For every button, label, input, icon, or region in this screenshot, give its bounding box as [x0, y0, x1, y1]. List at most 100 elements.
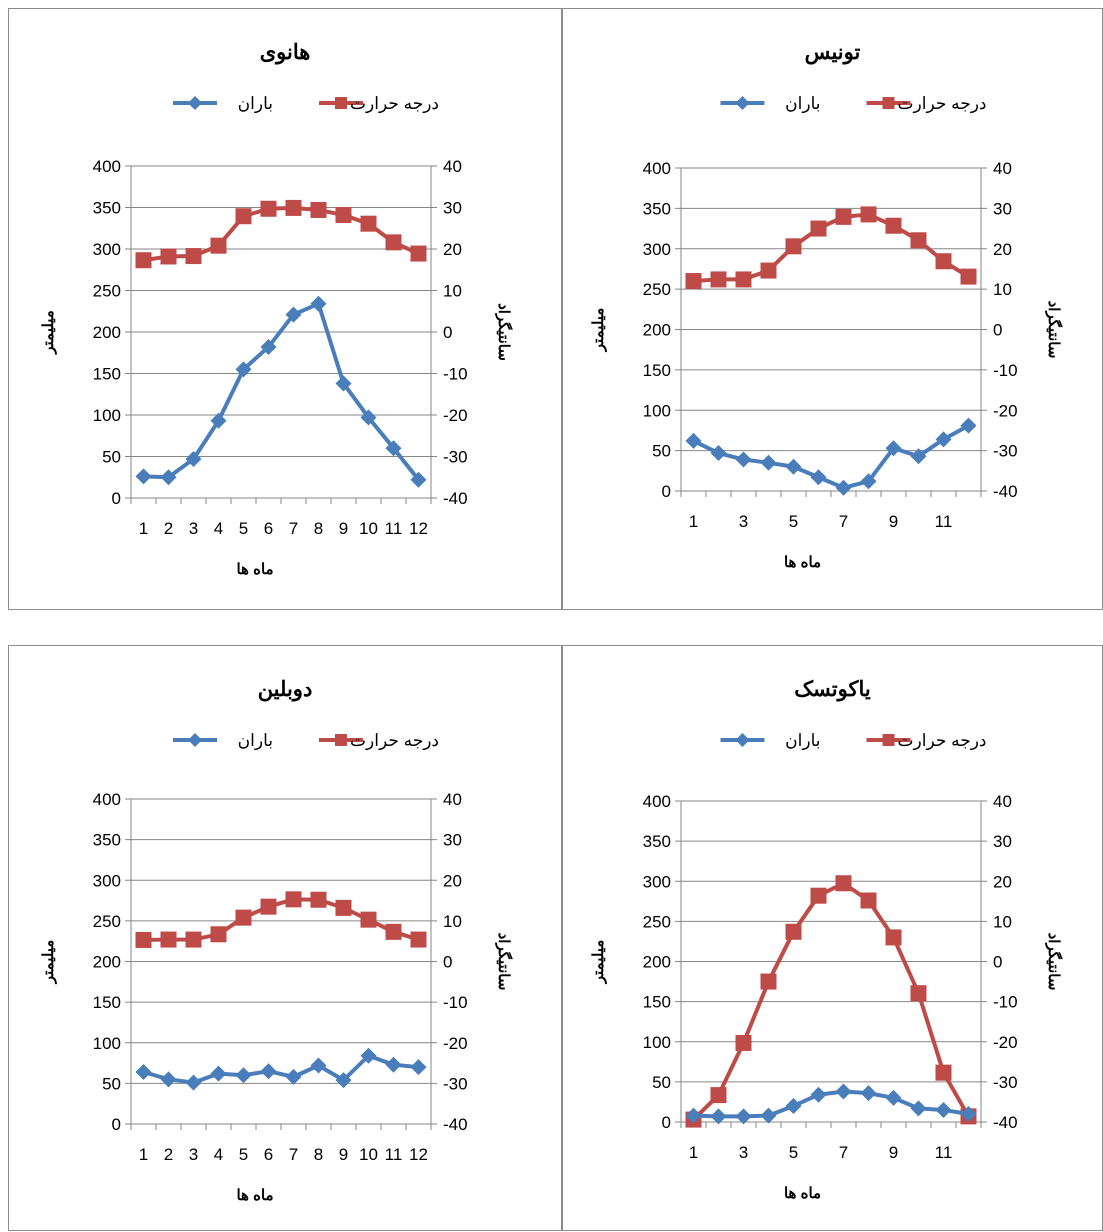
chart-title: دوبلین — [258, 678, 313, 702]
temp-point — [710, 1087, 727, 1104]
temp-point — [785, 923, 802, 940]
chart-panel-hanoi: هانوی درجه حرارت باران 400 40 350 30 300 20 250 10… — [8, 8, 562, 610]
rain-point — [360, 1047, 377, 1064]
temp-point — [185, 931, 202, 948]
y-tick-label: 250 — [643, 280, 671, 299]
temp-point — [260, 200, 277, 217]
x-tick-label: 1 — [139, 519, 148, 538]
y-tick-label: 0 — [112, 489, 121, 508]
y-tick-label: 250 — [93, 282, 121, 301]
temp-point — [335, 206, 352, 223]
rain-point — [235, 1067, 252, 1084]
temp-point — [735, 1034, 752, 1051]
x-tick-label: 1 — [689, 512, 698, 531]
legend-temp-label: درجه حرارت — [898, 94, 987, 114]
temp-point — [310, 201, 327, 218]
rain-point — [885, 440, 902, 457]
x-tick-label: 3 — [739, 512, 748, 531]
temp-point — [235, 208, 252, 225]
temp-point — [360, 911, 377, 928]
temp-series-line — [693, 212, 970, 284]
legend-rain-label: باران — [785, 731, 820, 751]
y-tick-label: 350 — [93, 199, 121, 218]
rain-point — [960, 417, 977, 434]
x-tick-label: 3 — [189, 1145, 198, 1164]
rain-point — [185, 1074, 202, 1091]
legend-rain-label: باران — [785, 94, 820, 114]
chart-panel-tunis: تونیس درجه حرارت باران 400 40 350 30 300 20 250 10… — [562, 8, 1103, 610]
temp-point — [735, 271, 752, 288]
y-tick-label: 100 — [643, 1033, 671, 1052]
x-tick-label: 2 — [164, 1145, 173, 1164]
y-tick-label: 150 — [643, 993, 671, 1012]
temp-point — [885, 217, 902, 234]
y2-tick-label: -10 — [443, 993, 468, 1012]
rain-point — [735, 1108, 752, 1125]
y-axis-title: میلیمتر — [590, 308, 607, 353]
x-tick-label: 11 — [935, 1143, 953, 1162]
rain-point — [710, 445, 727, 462]
legend-temp-label: درجه حرارت — [350, 731, 439, 751]
temp-point — [135, 931, 152, 948]
legend-rain-marker — [188, 733, 202, 747]
rain-point — [835, 479, 852, 496]
y-axis-title: میلیمتر — [40, 310, 57, 355]
y-tick-label: 200 — [93, 323, 121, 342]
temp-point — [335, 899, 352, 916]
y-tick-label: 100 — [93, 1034, 121, 1053]
rain-point — [785, 1097, 802, 1114]
y-tick-label: 300 — [643, 872, 671, 891]
rain-point — [810, 469, 827, 486]
legend-rain-marker — [188, 96, 202, 110]
x-tick-label: 5 — [239, 519, 248, 538]
x-tick-label: 5 — [239, 1145, 248, 1164]
rain-point — [685, 432, 702, 449]
y2-tick-label: 20 — [993, 240, 1012, 259]
x-tick-label: 6 — [264, 1145, 273, 1164]
y-tick-label: 400 — [93, 157, 121, 176]
rain-point — [785, 458, 802, 475]
y2-tick-label: 20 — [443, 240, 462, 259]
rain-point — [410, 471, 427, 488]
y2-tick-label: 10 — [443, 282, 462, 301]
x-tick-label: 12 — [409, 519, 428, 538]
temp-point — [910, 232, 927, 249]
y-tick-label: 300 — [643, 240, 671, 259]
y-tick-label: 350 — [643, 832, 671, 851]
rain-point — [835, 1083, 852, 1100]
temp-point — [285, 891, 302, 908]
y2-tick-label: 40 — [443, 790, 462, 809]
x-tick-label: 7 — [839, 512, 848, 531]
rain-series-line — [693, 1089, 969, 1119]
legend-rain-marker — [735, 733, 750, 747]
temp-point — [135, 252, 152, 269]
y2-axis-title: سانتیگراد — [1045, 301, 1063, 359]
legend-temp-marker — [335, 97, 347, 109]
y2-tick-label: -10 — [993, 993, 1018, 1012]
rain-point — [210, 412, 227, 429]
y2-tick-label: -20 — [993, 1033, 1018, 1052]
x-tick-label: 4 — [214, 1145, 223, 1164]
legend-rain-marker — [735, 96, 750, 110]
chart-title: تونیس — [805, 41, 861, 65]
rain-point — [860, 473, 877, 490]
y-tick-label: 0 — [662, 1113, 671, 1132]
y2-tick-label: 30 — [443, 199, 462, 218]
rain-point — [360, 409, 377, 426]
x-tick-label: 12 — [409, 1145, 428, 1164]
legend-temp-marker — [882, 97, 895, 109]
temp-point — [385, 234, 402, 251]
x-tick-label: 11 — [385, 519, 403, 538]
x-tick-label: 11 — [935, 512, 953, 531]
legend-temp-label: درجه حرارت — [898, 731, 987, 751]
y2-tick-label: 30 — [993, 199, 1012, 218]
y2-tick-label: -30 — [443, 448, 468, 467]
x-tick-label: 7 — [289, 1145, 298, 1164]
x-tick-label: 10 — [359, 1145, 378, 1164]
x-tick-label: 7 — [839, 1143, 848, 1162]
rain-point — [210, 1065, 227, 1082]
x-tick-label: 4 — [214, 519, 223, 538]
y2-tick-label: -30 — [993, 442, 1018, 461]
